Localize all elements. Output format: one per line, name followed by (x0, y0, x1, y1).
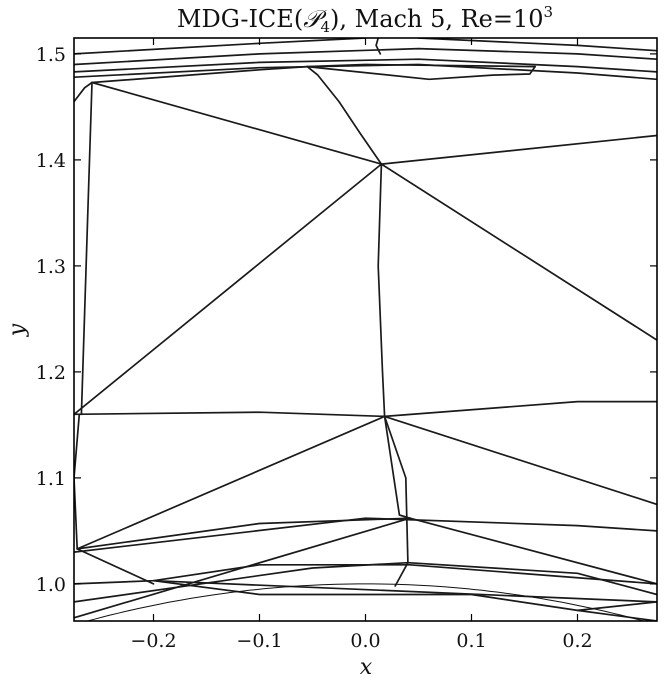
x-tick-label: −0.2 (130, 630, 176, 652)
mesh-edge-15 (377, 163, 386, 418)
mesh-edge-2 (74, 47, 657, 66)
mesh-edge-33 (576, 609, 657, 621)
x-tick-label: −0.1 (236, 630, 282, 652)
mesh-edge-17 (74, 411, 386, 418)
title-prefix: MDG-ICE( (177, 5, 303, 33)
y-tick-label: 1.5 (36, 44, 66, 66)
mesh-edge-5 (375, 38, 382, 55)
mesh-edge-32 (152, 579, 657, 612)
mesh-edge-28 (383, 415, 409, 587)
mesh-edges (74, 38, 657, 621)
mesh-edge-22 (76, 415, 386, 550)
y-tick-label: 1.4 (36, 150, 66, 172)
mesh-edge-11 (91, 81, 383, 165)
mesh-edge-23 (76, 517, 411, 550)
mesh-edge-0 (74, 58, 657, 73)
mesh-edge-30 (74, 563, 657, 585)
title-suffix: ), Mach 5, Re=10 (330, 5, 543, 33)
cylinder-surface (85, 583, 646, 621)
mesh-edge-9 (74, 81, 93, 103)
mesh-edge-19 (383, 415, 657, 506)
y-axis-label: y (5, 323, 30, 337)
y-tick-label: 1.0 (36, 574, 66, 596)
mesh-edge-31 (152, 579, 657, 603)
mesh-edge-7 (306, 65, 383, 165)
mesh-edge-10 (91, 65, 309, 84)
title-subscript: 4 (321, 18, 331, 36)
mesh-edge-14 (74, 163, 383, 416)
x-tick-label: 0.2 (562, 630, 592, 652)
mesh-edge-8 (306, 65, 536, 81)
mesh-edge-26 (409, 517, 657, 585)
figure-title: MDG-ICE(𝒫4), Mach 5, Re=103 (177, 3, 553, 36)
mesh-edge-18 (383, 400, 657, 418)
x-tick-label: 0.0 (350, 630, 380, 652)
y-tick-label: 1.1 (36, 468, 66, 490)
mesh-edge-4 (417, 38, 657, 52)
mesh-edge-24 (76, 548, 155, 585)
title-superscript: 3 (544, 3, 554, 21)
x-axis-ticks: −0.2 −0.1 0.0 0.1 0.2 (130, 38, 593, 652)
mesh-edge-25 (74, 517, 657, 553)
plot-frame (73, 37, 658, 622)
y-tick-label: 1.3 (36, 256, 66, 278)
y-axis-ticks: 1.0 1.1 1.2 1.3 1.4 1.5 (36, 44, 657, 596)
x-axis-label: x (360, 655, 373, 680)
y-tick-label: 1.2 (36, 362, 66, 384)
x-tick-label: 0.1 (456, 630, 486, 652)
mesh-edge-21 (74, 413, 81, 550)
mesh-edge-12 (380, 134, 657, 165)
mesh-edge-13 (380, 163, 657, 341)
mesh-edge-6 (306, 63, 536, 68)
mesh-edge-16 (80, 81, 93, 416)
